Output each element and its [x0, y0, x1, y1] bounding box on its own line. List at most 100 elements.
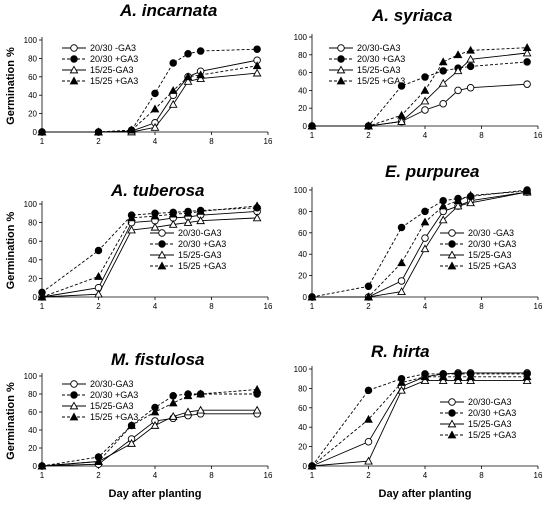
data-point [397, 223, 406, 232]
series-line [41, 217, 258, 298]
y-tick-label: 40 [28, 426, 37, 435]
series-4 [307, 186, 532, 301]
series-line [312, 61, 528, 127]
data-point [183, 76, 193, 85]
legend-marker [448, 229, 456, 237]
y-tick-label: 60 [298, 404, 307, 413]
legend-marker [69, 412, 79, 421]
data-point [196, 216, 205, 225]
legend-marker [70, 55, 78, 63]
y-tick-label: 80 [298, 51, 307, 60]
data-point [94, 127, 103, 136]
x-tick-label: 16 [264, 137, 273, 146]
data-point [183, 391, 193, 400]
data-point [397, 82, 406, 90]
data-point [523, 80, 531, 88]
legend-marker [69, 65, 79, 74]
data-point [151, 89, 159, 98]
x-tick-label: 16 [264, 302, 273, 311]
data-point [438, 78, 448, 87]
legend-label: 15/25-GA3 [90, 65, 134, 75]
data-point [522, 43, 532, 52]
x-axis-label: Day after planting [379, 488, 472, 500]
legend-label: 20/30 +GA3 [468, 239, 516, 249]
data-point [168, 398, 178, 407]
x-tick-label: 1 [310, 302, 315, 311]
legend-label: 20/30 +GA3 [468, 408, 516, 418]
y-tick-label: 60 [28, 73, 37, 82]
legend-marker [158, 229, 166, 237]
data-point [438, 215, 448, 224]
series-4 [37, 384, 262, 470]
y-axis-label: Germination % [5, 47, 17, 125]
legend-marker [158, 240, 166, 248]
data-point [523, 58, 531, 66]
series-3 [37, 213, 262, 301]
y-tick-label: 80 [298, 207, 307, 216]
series-3 [37, 405, 262, 470]
data-point [453, 201, 463, 210]
data-point [252, 213, 262, 222]
x-tick-label: 8 [209, 302, 214, 311]
series-line [41, 389, 258, 467]
series-line [312, 52, 528, 127]
data-point [453, 372, 463, 381]
data-point [466, 54, 475, 63]
data-point [397, 117, 406, 125]
y-tick-label: 100 [294, 33, 308, 42]
data-point [453, 196, 463, 205]
data-point [307, 461, 317, 470]
legend-label: 20/30-GA3 [178, 228, 222, 238]
data-point [466, 376, 475, 384]
data-point [522, 372, 532, 381]
y-tick-label: 60 [28, 408, 37, 417]
data-point [252, 68, 262, 77]
x-tick-label: 4 [153, 137, 158, 146]
panel-5: 0 20 40 60 80 100 1 2 4 8 16 M. fistulosa Germinatio… [5, 350, 273, 500]
x-tick-label: 8 [479, 471, 484, 480]
x-tick-label: 16 [264, 471, 273, 480]
y-tick-label: 0 [33, 293, 38, 302]
x-tick-label: 1 [310, 471, 315, 480]
panel-6: 0 20 40 60 80 100 1 2 4 8 16 R. hirta Day after plan… [294, 342, 543, 500]
series-line [41, 207, 258, 293]
data-point [397, 378, 406, 386]
x-tick-label: 8 [209, 137, 214, 146]
data-point [454, 86, 462, 95]
x-tick-label: 4 [153, 471, 158, 480]
y-axis-label: Germination % [5, 211, 17, 289]
legend-marker [70, 380, 78, 388]
legend-marker [447, 419, 457, 428]
data-point [252, 201, 262, 210]
legend-marker [448, 240, 456, 248]
y-tick-label: 40 [298, 423, 307, 432]
data-point [169, 392, 177, 400]
data-point [196, 70, 205, 79]
data-point [522, 376, 532, 384]
y-tick-label: 20 [298, 104, 307, 113]
panel-4: 0 20 40 60 80 100 1 2 4 8 16 E. purpurea 20/30 -GA32… [294, 162, 543, 311]
x-tick-label: 2 [96, 302, 101, 311]
legend-label: 20/30-GA3 [357, 43, 401, 53]
data-point [150, 122, 160, 131]
data-point [439, 99, 447, 108]
chart-title: A. syriaca [371, 6, 452, 25]
data-point [364, 121, 373, 130]
y-tick-label: 60 [298, 229, 307, 238]
chart-title: M. fistulosa [111, 350, 205, 369]
data-point [94, 246, 103, 255]
x-tick-label: 2 [96, 471, 101, 480]
chart-title: A. tuberosa [110, 181, 205, 200]
data-point [94, 272, 103, 280]
data-point [150, 420, 160, 429]
legend-marker [336, 65, 346, 74]
x-tick-label: 8 [479, 131, 484, 140]
y-tick-label: 40 [298, 86, 307, 95]
legend-label: 20/30-GA3 [90, 379, 134, 389]
data-point [421, 106, 429, 114]
data-point [169, 59, 177, 67]
y-tick-label: 40 [298, 250, 307, 259]
data-point [397, 287, 406, 295]
